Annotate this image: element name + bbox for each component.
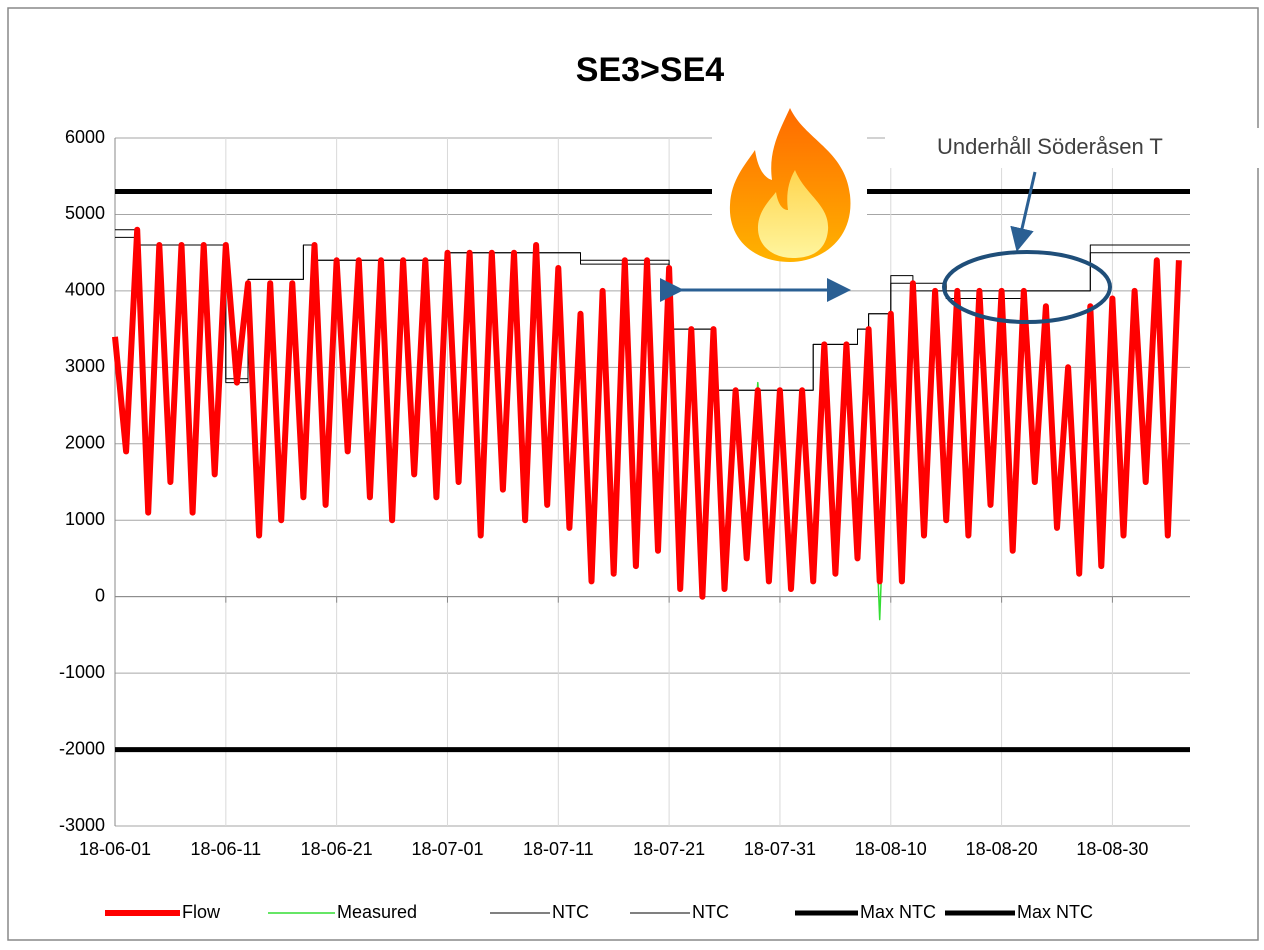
y-tick-label: 3000: [65, 356, 105, 376]
x-tick-label: 18-06-21: [301, 839, 373, 859]
legend-label: NTC: [552, 902, 589, 922]
annotation-shapes: [660, 171, 1112, 324]
x-tick-label: 18-06-01: [79, 839, 151, 859]
legend-label: Max NTC: [860, 902, 936, 922]
grid: -3000 -2000 -1000 0 1000 2000 3000 4000 5000 6000…: [59, 127, 1190, 859]
x-tick-label: 18-08-20: [966, 839, 1038, 859]
x-tick-label: 18-06-11: [190, 839, 261, 859]
y-tick-label: 6000: [65, 127, 105, 147]
legend-label: Flow: [182, 902, 221, 922]
x-tick-label: 18-08-30: [1076, 839, 1148, 859]
legend-label: Max NTC: [1017, 902, 1093, 922]
x-tick-label: 18-07-11: [523, 839, 594, 859]
annotation-backdrop: [885, 128, 1264, 168]
annotation: Underhåll Söderåsen T: [937, 134, 1163, 159]
y-tick-label: 0: [95, 585, 105, 605]
x-tick-label: 18-07-31: [744, 839, 816, 859]
y-tick-label: -2000: [59, 738, 105, 758]
y-tick-label: 5000: [65, 203, 105, 223]
y-tick-label: -1000: [59, 662, 105, 682]
legend-label: Measured: [337, 902, 417, 922]
series-line: [112, 226, 1182, 600]
y-tick-label: 1000: [65, 509, 105, 529]
legend-label: NTC: [692, 902, 729, 922]
legend: Flow Measured NTC NTC Max NTC Max NTC: [105, 902, 1093, 922]
y-tick-label: 2000: [65, 433, 105, 453]
flame-icon: [729, 108, 851, 262]
x-tick-label: 18-08-10: [855, 839, 927, 859]
y-tick-label: 4000: [65, 280, 105, 300]
chart-title: SE3>SE4: [576, 51, 724, 89]
x-tick-label: 18-07-01: [411, 839, 483, 859]
x-tick-label: 18-07-21: [633, 839, 705, 859]
y-tick-label: -3000: [59, 815, 105, 835]
